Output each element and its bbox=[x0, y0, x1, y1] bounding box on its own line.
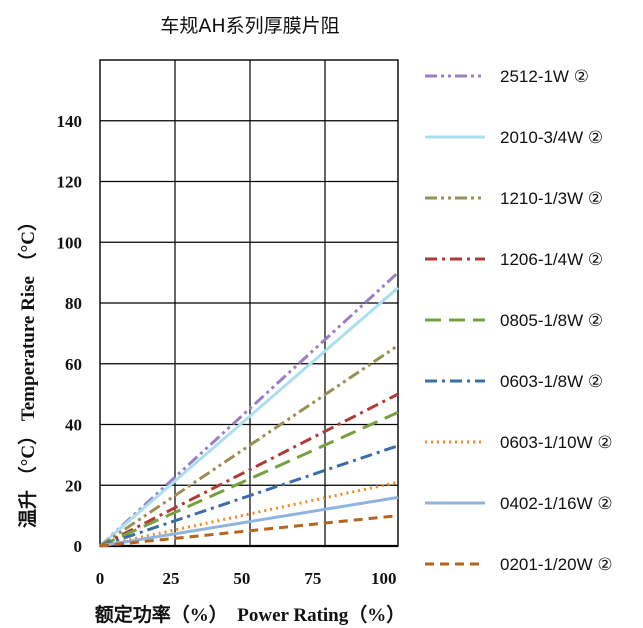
x-tick-label: 25 bbox=[162, 569, 179, 588]
series-line bbox=[99, 286, 399, 548]
y-tick-label: 100 bbox=[57, 233, 83, 252]
series-line bbox=[99, 480, 399, 548]
x-tick-label: 75 bbox=[304, 569, 321, 588]
legend-label: 0201-1/20W ② bbox=[500, 555, 613, 574]
series-line bbox=[99, 444, 399, 548]
x-tick-label: 100 bbox=[371, 569, 397, 588]
legend-label: 0603-1/10W ② bbox=[500, 433, 613, 452]
x-tick-label: 50 bbox=[233, 569, 250, 588]
legend-label: 1210-1/3W ② bbox=[500, 189, 603, 208]
y-tick-label: 40 bbox=[65, 416, 82, 435]
legend-label: 0402-1/16W ② bbox=[500, 494, 613, 513]
series-line bbox=[99, 392, 399, 548]
y-tick-label: 60 bbox=[65, 355, 82, 374]
plot-grid bbox=[99, 59, 399, 548]
legend: 2512-1W ② 2010-3/4W ② 1210-1/3W ② 1206-1/4W… bbox=[425, 67, 613, 574]
legend-label: 0805-1/8W ② bbox=[500, 311, 603, 330]
chart-title: 车规AH系列厚膜片阻 bbox=[160, 15, 339, 37]
y-tick-label: 80 bbox=[65, 294, 82, 313]
y-tick-label: 20 bbox=[65, 476, 82, 495]
legend-label: 0603-1/8W ② bbox=[500, 372, 603, 391]
y-axis-label: 温升 （°C） Temperature Rise （°C） bbox=[16, 212, 39, 528]
series-line bbox=[99, 344, 399, 548]
series-line bbox=[99, 514, 399, 548]
x-axis-label: 额定功率（%） Power Rating（%） bbox=[95, 603, 406, 626]
x-tick-label: 0 bbox=[96, 569, 105, 588]
legend-label: 2512-1W ② bbox=[500, 67, 589, 86]
legend-label: 2010-3/4W ② bbox=[500, 128, 603, 147]
series-line bbox=[98, 271, 400, 548]
y-tick-label: 140 bbox=[57, 112, 83, 131]
series-line bbox=[99, 495, 399, 548]
plot-series bbox=[98, 271, 400, 548]
series-line bbox=[99, 410, 399, 548]
y-tick-label: 120 bbox=[57, 173, 83, 192]
y-tick-label: 0 bbox=[74, 537, 83, 556]
legend-label: 1206-1/4W ② bbox=[500, 250, 603, 269]
axis-ticks: 0 25 50 75 100 0 20 40 60 80 100 120 140 bbox=[57, 112, 397, 588]
